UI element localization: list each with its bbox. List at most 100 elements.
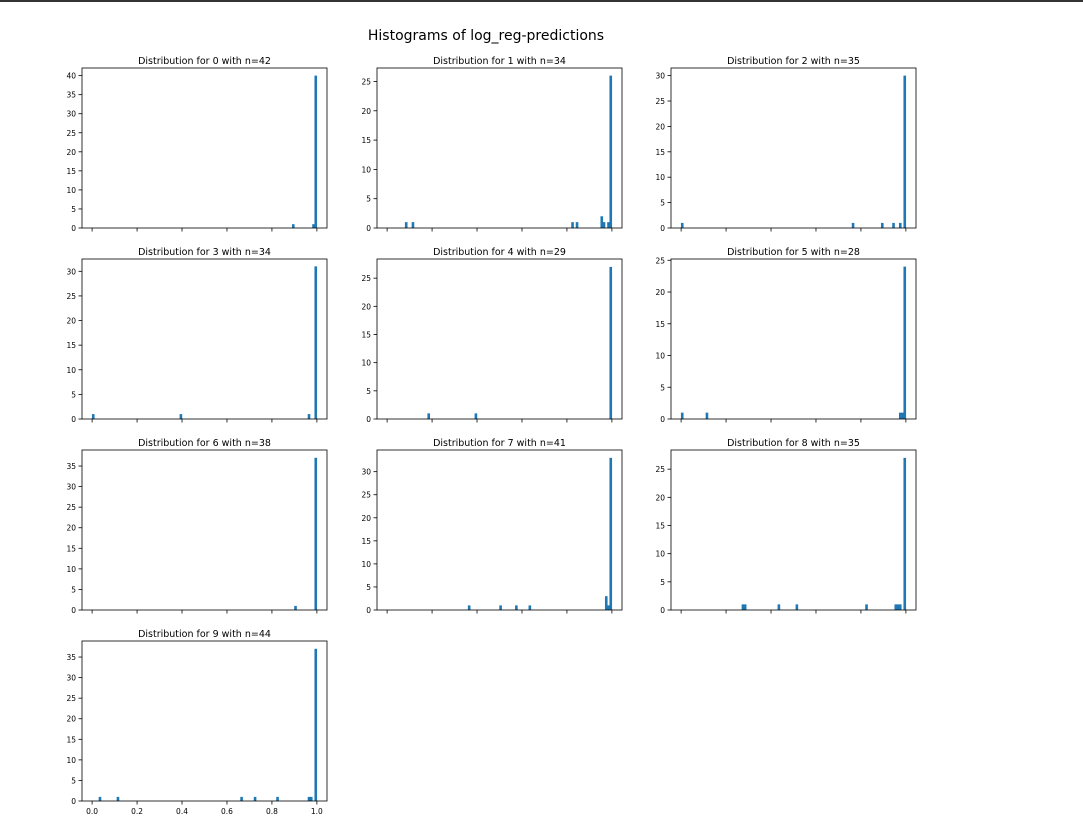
y-tick-label: 0	[366, 415, 371, 424]
histogram-bar	[795, 604, 799, 610]
y-tick-label: 35	[66, 462, 76, 471]
subplot-8: Distribution for 8 with n=35 0 5 10 15 20 25	[655, 438, 917, 615]
y-tick-label: 10	[361, 560, 371, 569]
subplot-0: Distribution for 0 with n=42 0 5 10 15 20 25 30…	[66, 56, 328, 233]
y-tick-label: 30	[66, 674, 76, 683]
histogram-bar	[276, 796, 279, 801]
y-tick-label: 30	[66, 110, 76, 119]
histogram-bar	[179, 414, 183, 419]
subplot-title: Distribution for 1 with n=34	[433, 56, 566, 67]
histogram-bar	[515, 605, 518, 610]
histogram-bar	[309, 796, 313, 801]
y-tick-label: 20	[655, 122, 665, 131]
histogram-bar	[571, 222, 574, 228]
histogram-bar	[528, 605, 532, 610]
histogram-bar	[604, 596, 608, 610]
histogram-bar	[91, 414, 95, 419]
subplot-7: Distribution for 7 with n=41 0 5 10 15 20 25 30	[361, 438, 623, 615]
y-tick-label: 20	[361, 514, 371, 523]
histogram-bar	[253, 796, 257, 801]
y-tick-label: 20	[655, 493, 665, 502]
axes-frame	[376, 449, 623, 611]
histogram-bar	[898, 604, 902, 610]
y-tick-label: 0	[660, 224, 665, 233]
y-tick-label: 15	[361, 537, 371, 546]
y-tick-label: 25	[361, 77, 371, 86]
subplot-title: Distribution for 7 with n=41	[433, 438, 566, 449]
y-tick-label: 5	[71, 205, 76, 214]
y-tick-label: 25	[655, 256, 665, 265]
y-tick-label: 15	[361, 136, 371, 145]
y-tick-label: 5	[660, 383, 665, 392]
subplot-title: Distribution for 5 with n=28	[727, 247, 860, 258]
histogram-bar	[499, 605, 502, 610]
histogram-bar	[312, 224, 315, 228]
x-tick-label: 0.8	[266, 807, 278, 816]
histogram-bar	[307, 414, 311, 419]
axes-frame	[81, 258, 328, 420]
y-tick-label: 10	[66, 565, 76, 574]
y-tick-label: 20	[361, 107, 371, 116]
y-tick-label: 0	[71, 224, 76, 233]
y-tick-label: 25	[655, 97, 665, 106]
subplot-title: Distribution for 9 with n=44	[138, 629, 271, 640]
axes-frame	[670, 67, 917, 229]
histogram-bar	[880, 222, 884, 228]
y-tick-label: 5	[660, 578, 665, 587]
axes-frame	[376, 67, 623, 229]
y-tick-label: 0	[660, 606, 665, 615]
subplot-title: Distribution for 3 with n=34	[138, 247, 271, 258]
histogram-bar	[314, 75, 318, 229]
histogram-bar	[898, 222, 902, 228]
histogram-bar	[741, 604, 745, 610]
histogram-bar	[411, 222, 415, 228]
y-tick-label: 20	[66, 317, 76, 326]
histogram-bar	[851, 222, 855, 228]
histogram-bar	[609, 457, 613, 610]
y-tick-label: 10	[361, 359, 371, 368]
x-tick-label: 0.2	[131, 807, 143, 816]
histogram-bar	[575, 222, 579, 228]
axes-frame	[81, 640, 328, 802]
y-tick-label: 20	[655, 288, 665, 297]
y-tick-label: 30	[66, 483, 76, 492]
axes-frame	[376, 258, 623, 420]
y-tick-label: 0	[71, 797, 76, 806]
y-tick-label: 30	[361, 468, 371, 477]
subplot-title: Distribution for 8 with n=35	[727, 438, 860, 449]
histogram-bar	[609, 266, 613, 419]
x-tick-label: 1.0	[311, 807, 323, 816]
y-tick-label: 25	[66, 129, 76, 138]
y-tick-label: 10	[655, 352, 665, 361]
histogram-bar	[892, 222, 895, 228]
y-tick-label: 35	[66, 91, 76, 100]
axes-frame	[670, 449, 917, 611]
histogram-bar	[896, 604, 900, 610]
y-tick-label: 20	[66, 148, 76, 157]
subplot-title: Distribution for 4 with n=29	[433, 247, 566, 258]
y-tick-label: 25	[361, 274, 371, 283]
y-tick-label: 20	[66, 524, 76, 533]
y-tick-label: 0	[366, 224, 371, 233]
histogram-bar	[903, 75, 907, 229]
histogram-bar	[314, 648, 318, 801]
y-tick-label: 10	[655, 173, 665, 182]
y-tick-label: 0	[71, 606, 76, 615]
axes-frame	[81, 449, 328, 611]
subplot-title: Distribution for 6 with n=38	[138, 438, 271, 449]
subplot-grid: Distribution for 0 with n=42 0 5 10 15 20 25 30…	[66, 56, 917, 816]
y-tick-label: 15	[66, 735, 76, 744]
y-tick-label: 20	[361, 302, 371, 311]
x-tick-label: 0.4	[176, 807, 188, 816]
y-tick-label: 5	[366, 195, 371, 204]
histogram-bar	[98, 796, 102, 801]
y-tick-label: 15	[66, 341, 76, 350]
y-tick-label: 35	[66, 653, 76, 662]
histogram-bar	[705, 412, 709, 419]
histogram-bar	[865, 604, 868, 610]
histogram-bar	[609, 75, 613, 229]
histogram-bar	[602, 222, 606, 228]
histogram-bar	[427, 413, 430, 419]
y-tick-label: 15	[655, 521, 665, 530]
